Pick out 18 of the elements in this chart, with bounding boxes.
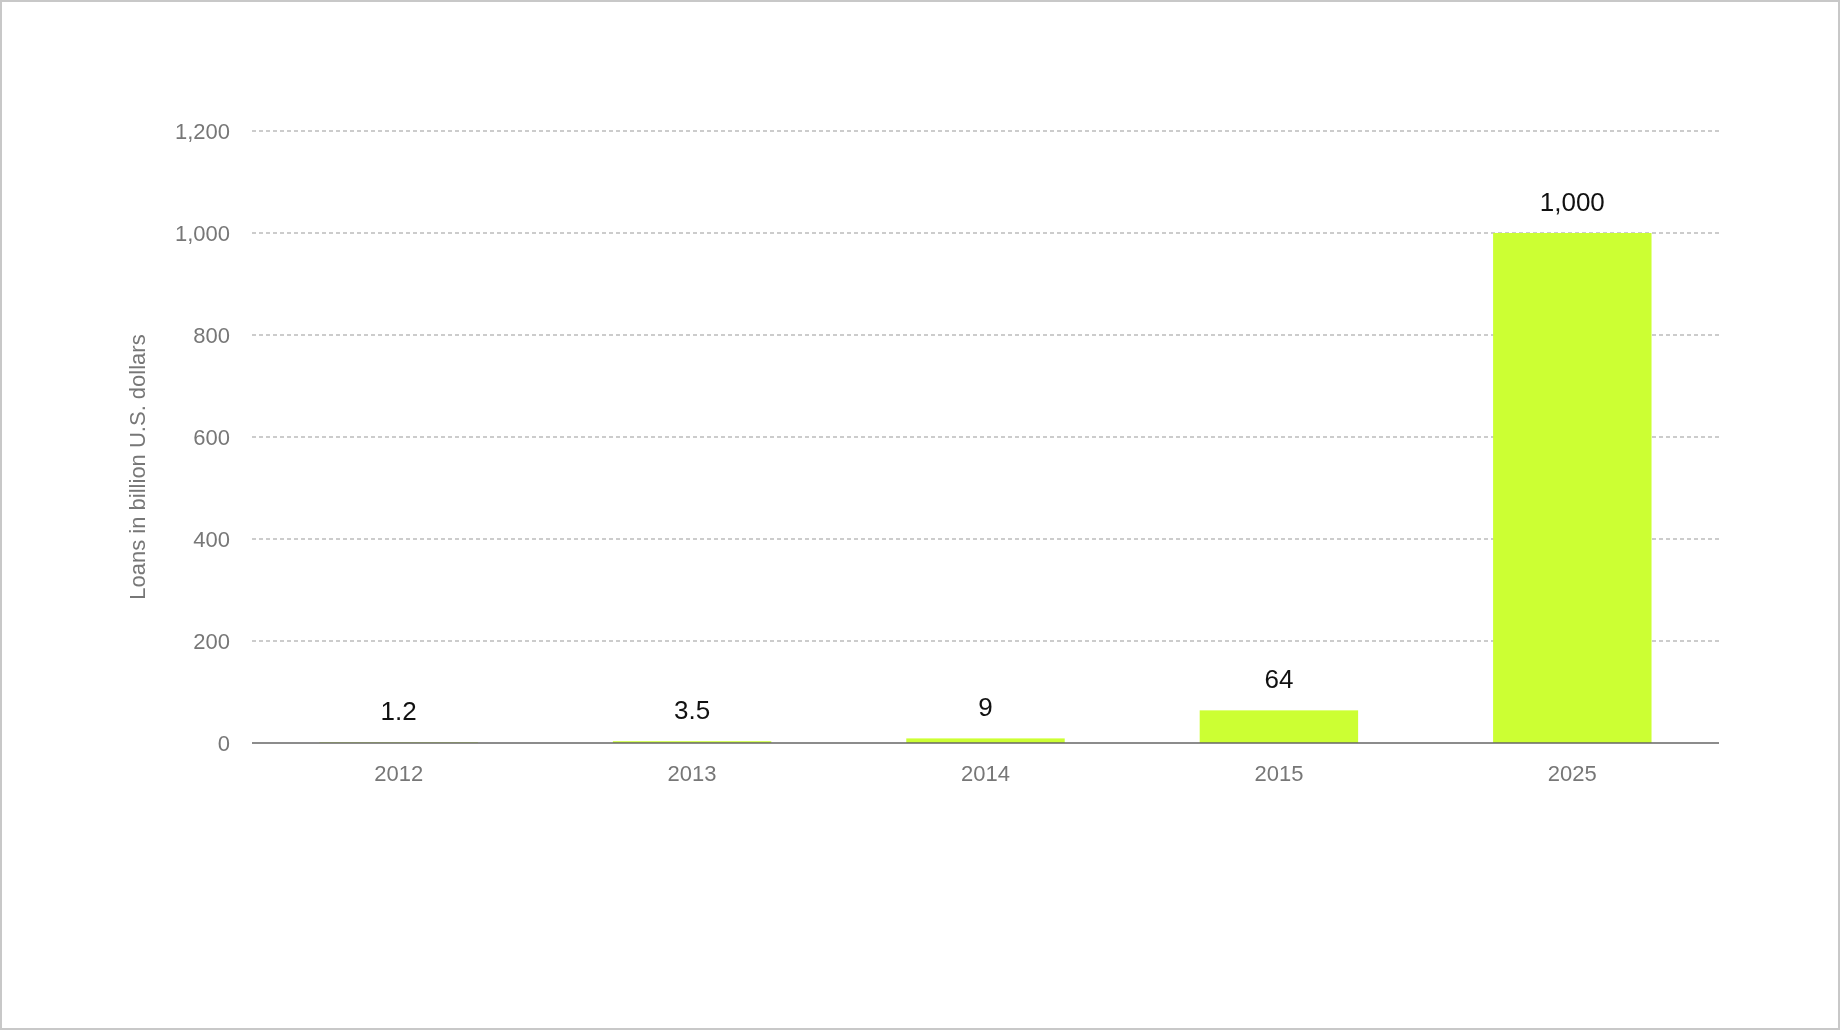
y-tick-label: 600	[193, 424, 230, 450]
x-tick-label: 2025	[1547, 761, 1597, 786]
x-tick-label: 2015	[1254, 761, 1304, 786]
y-tick-label: 0	[217, 730, 230, 756]
data-label: 1.2	[380, 696, 417, 727]
x-tick-label: 2012	[374, 761, 424, 786]
data-label: 9	[978, 692, 993, 723]
y-axis-title: Loans in billion U.S. dollars	[125, 334, 150, 600]
y-tick-label: 400	[193, 526, 230, 552]
y-tick-label: 1,200	[174, 118, 230, 144]
y-tick-label: 1,000	[174, 220, 230, 246]
data-label: 3.5	[674, 695, 711, 726]
x-tick-label: 2014	[961, 761, 1010, 786]
y-tick-label: 200	[193, 628, 230, 654]
y-tick-label: 800	[193, 322, 230, 348]
data-label: 64	[1264, 664, 1294, 695]
x-tick-label: 2013	[667, 761, 717, 786]
data-label: 1,000	[1539, 187, 1605, 217]
